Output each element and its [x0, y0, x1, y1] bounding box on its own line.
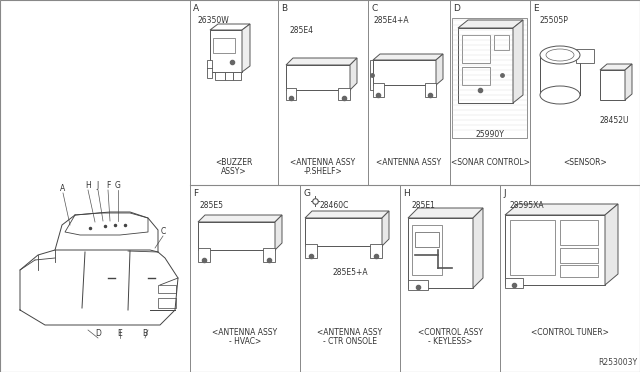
FancyBboxPatch shape	[377, 64, 387, 74]
Text: F: F	[193, 189, 198, 198]
Text: 285E1: 285E1	[412, 201, 436, 210]
Polygon shape	[338, 88, 350, 100]
Polygon shape	[286, 88, 296, 100]
Text: <ANTENNA ASSY: <ANTENNA ASSY	[376, 158, 442, 167]
Text: D: D	[95, 329, 101, 338]
Text: <SENSOR>: <SENSOR>	[563, 158, 607, 167]
FancyBboxPatch shape	[215, 226, 225, 236]
FancyBboxPatch shape	[494, 35, 509, 50]
FancyBboxPatch shape	[309, 221, 319, 231]
Text: 285E5: 285E5	[200, 201, 224, 210]
Polygon shape	[513, 20, 523, 103]
Text: <SONAR CONTROL>: <SONAR CONTROL>	[451, 158, 529, 167]
FancyBboxPatch shape	[462, 67, 490, 85]
FancyBboxPatch shape	[335, 221, 345, 231]
FancyBboxPatch shape	[322, 221, 332, 231]
Polygon shape	[436, 54, 443, 85]
Polygon shape	[275, 215, 282, 250]
Polygon shape	[458, 20, 523, 28]
Text: E: E	[118, 329, 122, 338]
Text: C: C	[161, 227, 166, 236]
FancyBboxPatch shape	[505, 215, 605, 285]
Polygon shape	[600, 64, 632, 70]
FancyBboxPatch shape	[158, 285, 176, 293]
FancyBboxPatch shape	[540, 55, 580, 95]
Text: G: G	[115, 181, 121, 190]
Text: <CONTROL ASSY: <CONTROL ASSY	[417, 328, 483, 337]
Text: E: E	[533, 4, 539, 13]
Polygon shape	[373, 83, 384, 97]
Text: B: B	[281, 4, 287, 13]
Text: 285E5+A: 285E5+A	[332, 268, 368, 277]
FancyBboxPatch shape	[505, 278, 523, 288]
Text: 28595XA: 28595XA	[510, 201, 545, 210]
Polygon shape	[505, 204, 618, 215]
Text: 26350W: 26350W	[198, 16, 230, 25]
Polygon shape	[305, 244, 317, 258]
Text: <ANTENNA ASSY: <ANTENNA ASSY	[291, 158, 356, 167]
Text: <ANTENNA ASSY: <ANTENNA ASSY	[317, 328, 383, 337]
Polygon shape	[408, 208, 483, 218]
Text: H: H	[403, 189, 410, 198]
FancyBboxPatch shape	[576, 49, 594, 63]
Text: 28452U: 28452U	[600, 116, 630, 125]
Polygon shape	[625, 64, 632, 100]
Polygon shape	[210, 24, 250, 30]
Text: C: C	[371, 4, 377, 13]
Polygon shape	[198, 215, 282, 222]
FancyBboxPatch shape	[416, 64, 426, 74]
Polygon shape	[350, 58, 357, 90]
Text: A: A	[60, 184, 66, 193]
Polygon shape	[370, 244, 382, 258]
FancyBboxPatch shape	[390, 64, 400, 74]
Polygon shape	[242, 24, 250, 72]
Text: G: G	[303, 189, 310, 198]
Text: <BUZZER: <BUZZER	[215, 158, 253, 167]
Ellipse shape	[546, 49, 574, 61]
Text: 28460C: 28460C	[320, 201, 349, 210]
Text: J: J	[97, 181, 99, 190]
Text: 25990Y: 25990Y	[476, 130, 504, 139]
FancyBboxPatch shape	[370, 60, 375, 90]
Text: R253003Y: R253003Y	[598, 358, 637, 367]
FancyBboxPatch shape	[228, 226, 238, 236]
Text: 25505P: 25505P	[540, 16, 569, 25]
Polygon shape	[198, 222, 275, 250]
FancyBboxPatch shape	[290, 69, 300, 79]
Ellipse shape	[540, 86, 580, 104]
FancyBboxPatch shape	[403, 64, 413, 74]
Text: F: F	[106, 181, 110, 190]
FancyBboxPatch shape	[412, 225, 442, 275]
Polygon shape	[373, 54, 443, 60]
FancyBboxPatch shape	[510, 220, 555, 275]
FancyBboxPatch shape	[254, 226, 264, 236]
FancyBboxPatch shape	[210, 30, 242, 72]
Text: H: H	[85, 181, 91, 190]
FancyBboxPatch shape	[213, 38, 235, 53]
FancyBboxPatch shape	[415, 232, 439, 247]
FancyBboxPatch shape	[215, 72, 225, 80]
FancyBboxPatch shape	[241, 226, 251, 236]
Polygon shape	[305, 211, 389, 218]
FancyBboxPatch shape	[560, 248, 598, 263]
Text: - CTR ONSOLE: - CTR ONSOLE	[323, 337, 377, 346]
FancyBboxPatch shape	[560, 220, 598, 245]
Text: B: B	[143, 329, 148, 338]
Text: <ANTENNA ASSY: <ANTENNA ASSY	[212, 328, 278, 337]
Polygon shape	[373, 60, 436, 85]
Polygon shape	[286, 65, 350, 90]
FancyBboxPatch shape	[233, 72, 241, 80]
Polygon shape	[382, 211, 389, 246]
FancyBboxPatch shape	[408, 280, 428, 290]
FancyBboxPatch shape	[303, 69, 313, 79]
Ellipse shape	[540, 46, 580, 64]
Polygon shape	[425, 83, 436, 97]
FancyBboxPatch shape	[329, 69, 339, 79]
Text: <CONTROL TUNER>: <CONTROL TUNER>	[531, 328, 609, 337]
Text: -P.SHELF>: -P.SHELF>	[303, 167, 342, 176]
Text: 285E4+A: 285E4+A	[373, 16, 408, 25]
Polygon shape	[605, 204, 618, 285]
FancyBboxPatch shape	[452, 18, 527, 138]
FancyBboxPatch shape	[560, 265, 598, 277]
